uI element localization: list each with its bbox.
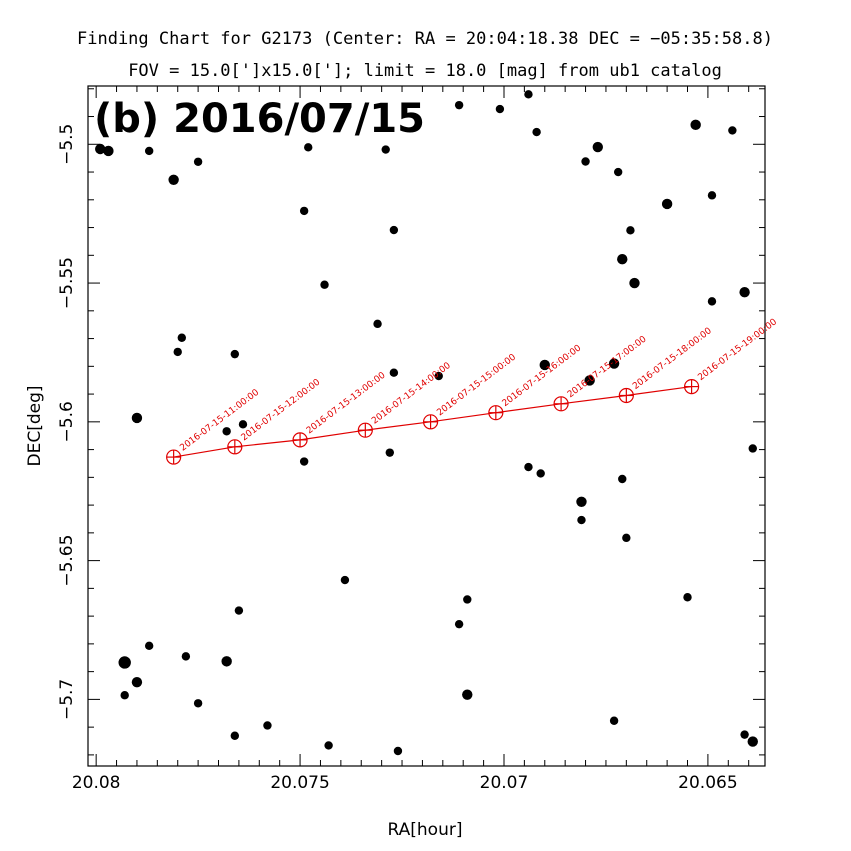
x-tick-label: 20.07	[480, 773, 529, 793]
track-marker	[357, 422, 373, 438]
star-point	[707, 191, 717, 200]
star-point	[304, 143, 313, 152]
track-time-label: 2016-07-15-19:00:00	[696, 317, 779, 383]
star-point	[728, 126, 737, 135]
y-tick-label: −5.7	[57, 679, 77, 720]
star-field	[95, 90, 758, 756]
star-point	[177, 333, 187, 342]
track-marker	[422, 414, 439, 430]
star-point	[747, 736, 758, 747]
star-point	[389, 368, 399, 377]
track-marker	[227, 439, 243, 455]
star-point	[454, 619, 464, 629]
star-point	[393, 746, 403, 756]
star-point	[434, 371, 443, 381]
star-point	[181, 652, 191, 661]
star-point	[609, 716, 619, 725]
star-point	[299, 206, 309, 216]
plot-frame	[87, 85, 766, 767]
y-tick-label: −5.65	[57, 535, 77, 587]
track-marker	[292, 432, 308, 448]
star-point	[299, 457, 309, 466]
y-tick-label: −5.55	[57, 257, 77, 309]
star-point	[748, 444, 757, 453]
star-point	[238, 420, 248, 429]
star-point	[576, 496, 587, 507]
star-point	[173, 347, 182, 357]
star-point	[584, 375, 595, 386]
y-axis-label: DEC[deg]	[25, 385, 45, 466]
star-point	[385, 448, 394, 457]
star-point	[608, 358, 620, 369]
star-point	[324, 741, 333, 750]
star-point	[463, 595, 472, 604]
star-point	[462, 689, 473, 700]
track-marker	[683, 378, 700, 395]
track-marker	[618, 387, 634, 404]
star-point	[131, 676, 143, 688]
track-marker	[553, 396, 569, 412]
star-point	[144, 641, 154, 651]
star-point	[120, 691, 129, 700]
star-point	[629, 277, 640, 289]
star-point	[230, 349, 240, 359]
star-point	[222, 427, 231, 436]
star-point	[683, 593, 692, 602]
star-point	[539, 359, 550, 371]
star-point	[340, 575, 350, 585]
star-point	[221, 656, 232, 667]
star-point	[577, 515, 586, 525]
star-point	[622, 533, 631, 543]
star-point	[690, 119, 701, 131]
star-point	[373, 319, 382, 329]
y-tick-label: −5.5	[57, 124, 77, 165]
star-point	[626, 226, 635, 235]
star-point	[613, 167, 623, 177]
x-tick-label: 20.075	[270, 773, 329, 793]
star-point	[131, 412, 143, 424]
star-point	[592, 141, 603, 153]
object-track: 2016-07-15-11:00:002016-07-15-12:00:0020…	[166, 317, 779, 465]
star-point	[524, 90, 533, 99]
star-point	[230, 731, 240, 740]
star-point	[168, 174, 179, 186]
star-point	[103, 145, 114, 157]
y-tick-label: −5.6	[57, 401, 77, 442]
star-point	[532, 127, 541, 137]
star-point	[495, 104, 505, 114]
x-axis-label: RA[hour]	[388, 820, 463, 840]
star-point	[193, 157, 203, 166]
star-point	[234, 606, 244, 615]
axis-ticks: 20.08 20.075 20.07 20.065 −5.5 −5.55 −5.6 −5.65…	[57, 86, 765, 793]
star-point	[581, 157, 590, 166]
x-tick-label: 20.08	[72, 773, 121, 793]
star-point	[95, 143, 106, 155]
chart-title: Finding Chart for G2173 (Center: RA = 20…	[77, 29, 773, 49]
star-point	[707, 297, 717, 306]
star-point	[144, 146, 154, 156]
star-point	[739, 287, 750, 298]
track-marker	[488, 405, 504, 421]
track-time-label: 2016-07-15-11:00:00	[178, 388, 261, 454]
star-point	[263, 721, 272, 730]
star-point	[193, 699, 203, 708]
track-marker	[166, 449, 182, 465]
star-point	[389, 225, 399, 235]
x-tick-label: 20.065	[678, 773, 737, 793]
star-point	[536, 469, 545, 478]
star-point	[118, 656, 131, 669]
star-point	[454, 100, 464, 110]
chart-subtitle: FOV = 15.0[']x15.0[']; limit = 18.0 [mag…	[128, 61, 722, 81]
star-point	[618, 474, 627, 484]
star-point	[740, 730, 749, 739]
star-point	[320, 280, 329, 289]
star-point	[617, 253, 628, 265]
star-point	[381, 145, 390, 154]
star-point	[524, 462, 533, 472]
star-point	[661, 198, 673, 210]
panel-label: (b) 2016/07/15	[94, 96, 425, 142]
